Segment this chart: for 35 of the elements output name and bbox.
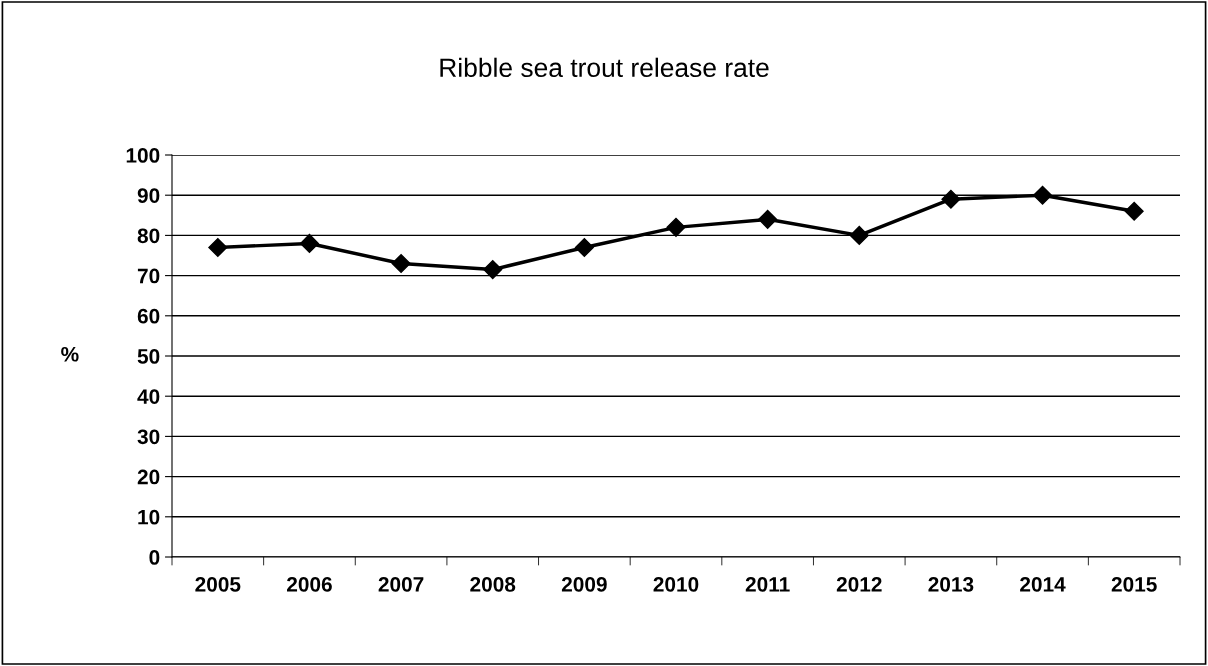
point xyxy=(1033,185,1053,205)
y-axis-title: % xyxy=(61,346,79,362)
y-tick-label: 30 xyxy=(137,429,160,445)
chart-title: Ribble sea trout release rate xyxy=(440,57,769,78)
y-tick-label: 80 xyxy=(137,228,160,244)
y-tick-label: 20 xyxy=(137,469,160,485)
point xyxy=(391,254,411,274)
x-tick-label: 2014 xyxy=(1020,576,1066,592)
y-tick-label: 70 xyxy=(137,268,160,284)
point xyxy=(941,189,961,209)
x-tick-label: 2006 xyxy=(287,576,332,592)
x-tick-label: 2007 xyxy=(378,576,424,592)
y-tick-label: 40 xyxy=(137,389,160,404)
y-tick-label: 10 xyxy=(138,509,160,525)
point xyxy=(666,217,686,237)
x-tick-label: 2012 xyxy=(836,576,882,592)
x-tick-label: 2015 xyxy=(1111,576,1157,592)
point xyxy=(1124,201,1144,221)
x-tick-label: 2008 xyxy=(470,576,516,592)
y-tick-label: 100 xyxy=(126,148,160,163)
x-tick-label: 2011 xyxy=(745,576,790,592)
x-tick-label: 2009 xyxy=(561,576,607,592)
y-tick-label: 50 xyxy=(137,349,160,364)
y-tick-label: 90 xyxy=(137,188,160,203)
y-tick-label: 60 xyxy=(137,308,160,324)
point xyxy=(849,225,869,245)
point xyxy=(574,237,594,257)
point xyxy=(483,260,503,280)
x-tick-label: 2013 xyxy=(928,576,974,592)
point xyxy=(208,237,228,257)
point xyxy=(299,233,319,253)
y-tick-label: 0 xyxy=(149,550,160,565)
x-tick-label: 2005 xyxy=(195,576,241,592)
x-tick-label: 2010 xyxy=(653,576,699,592)
point xyxy=(758,209,778,229)
